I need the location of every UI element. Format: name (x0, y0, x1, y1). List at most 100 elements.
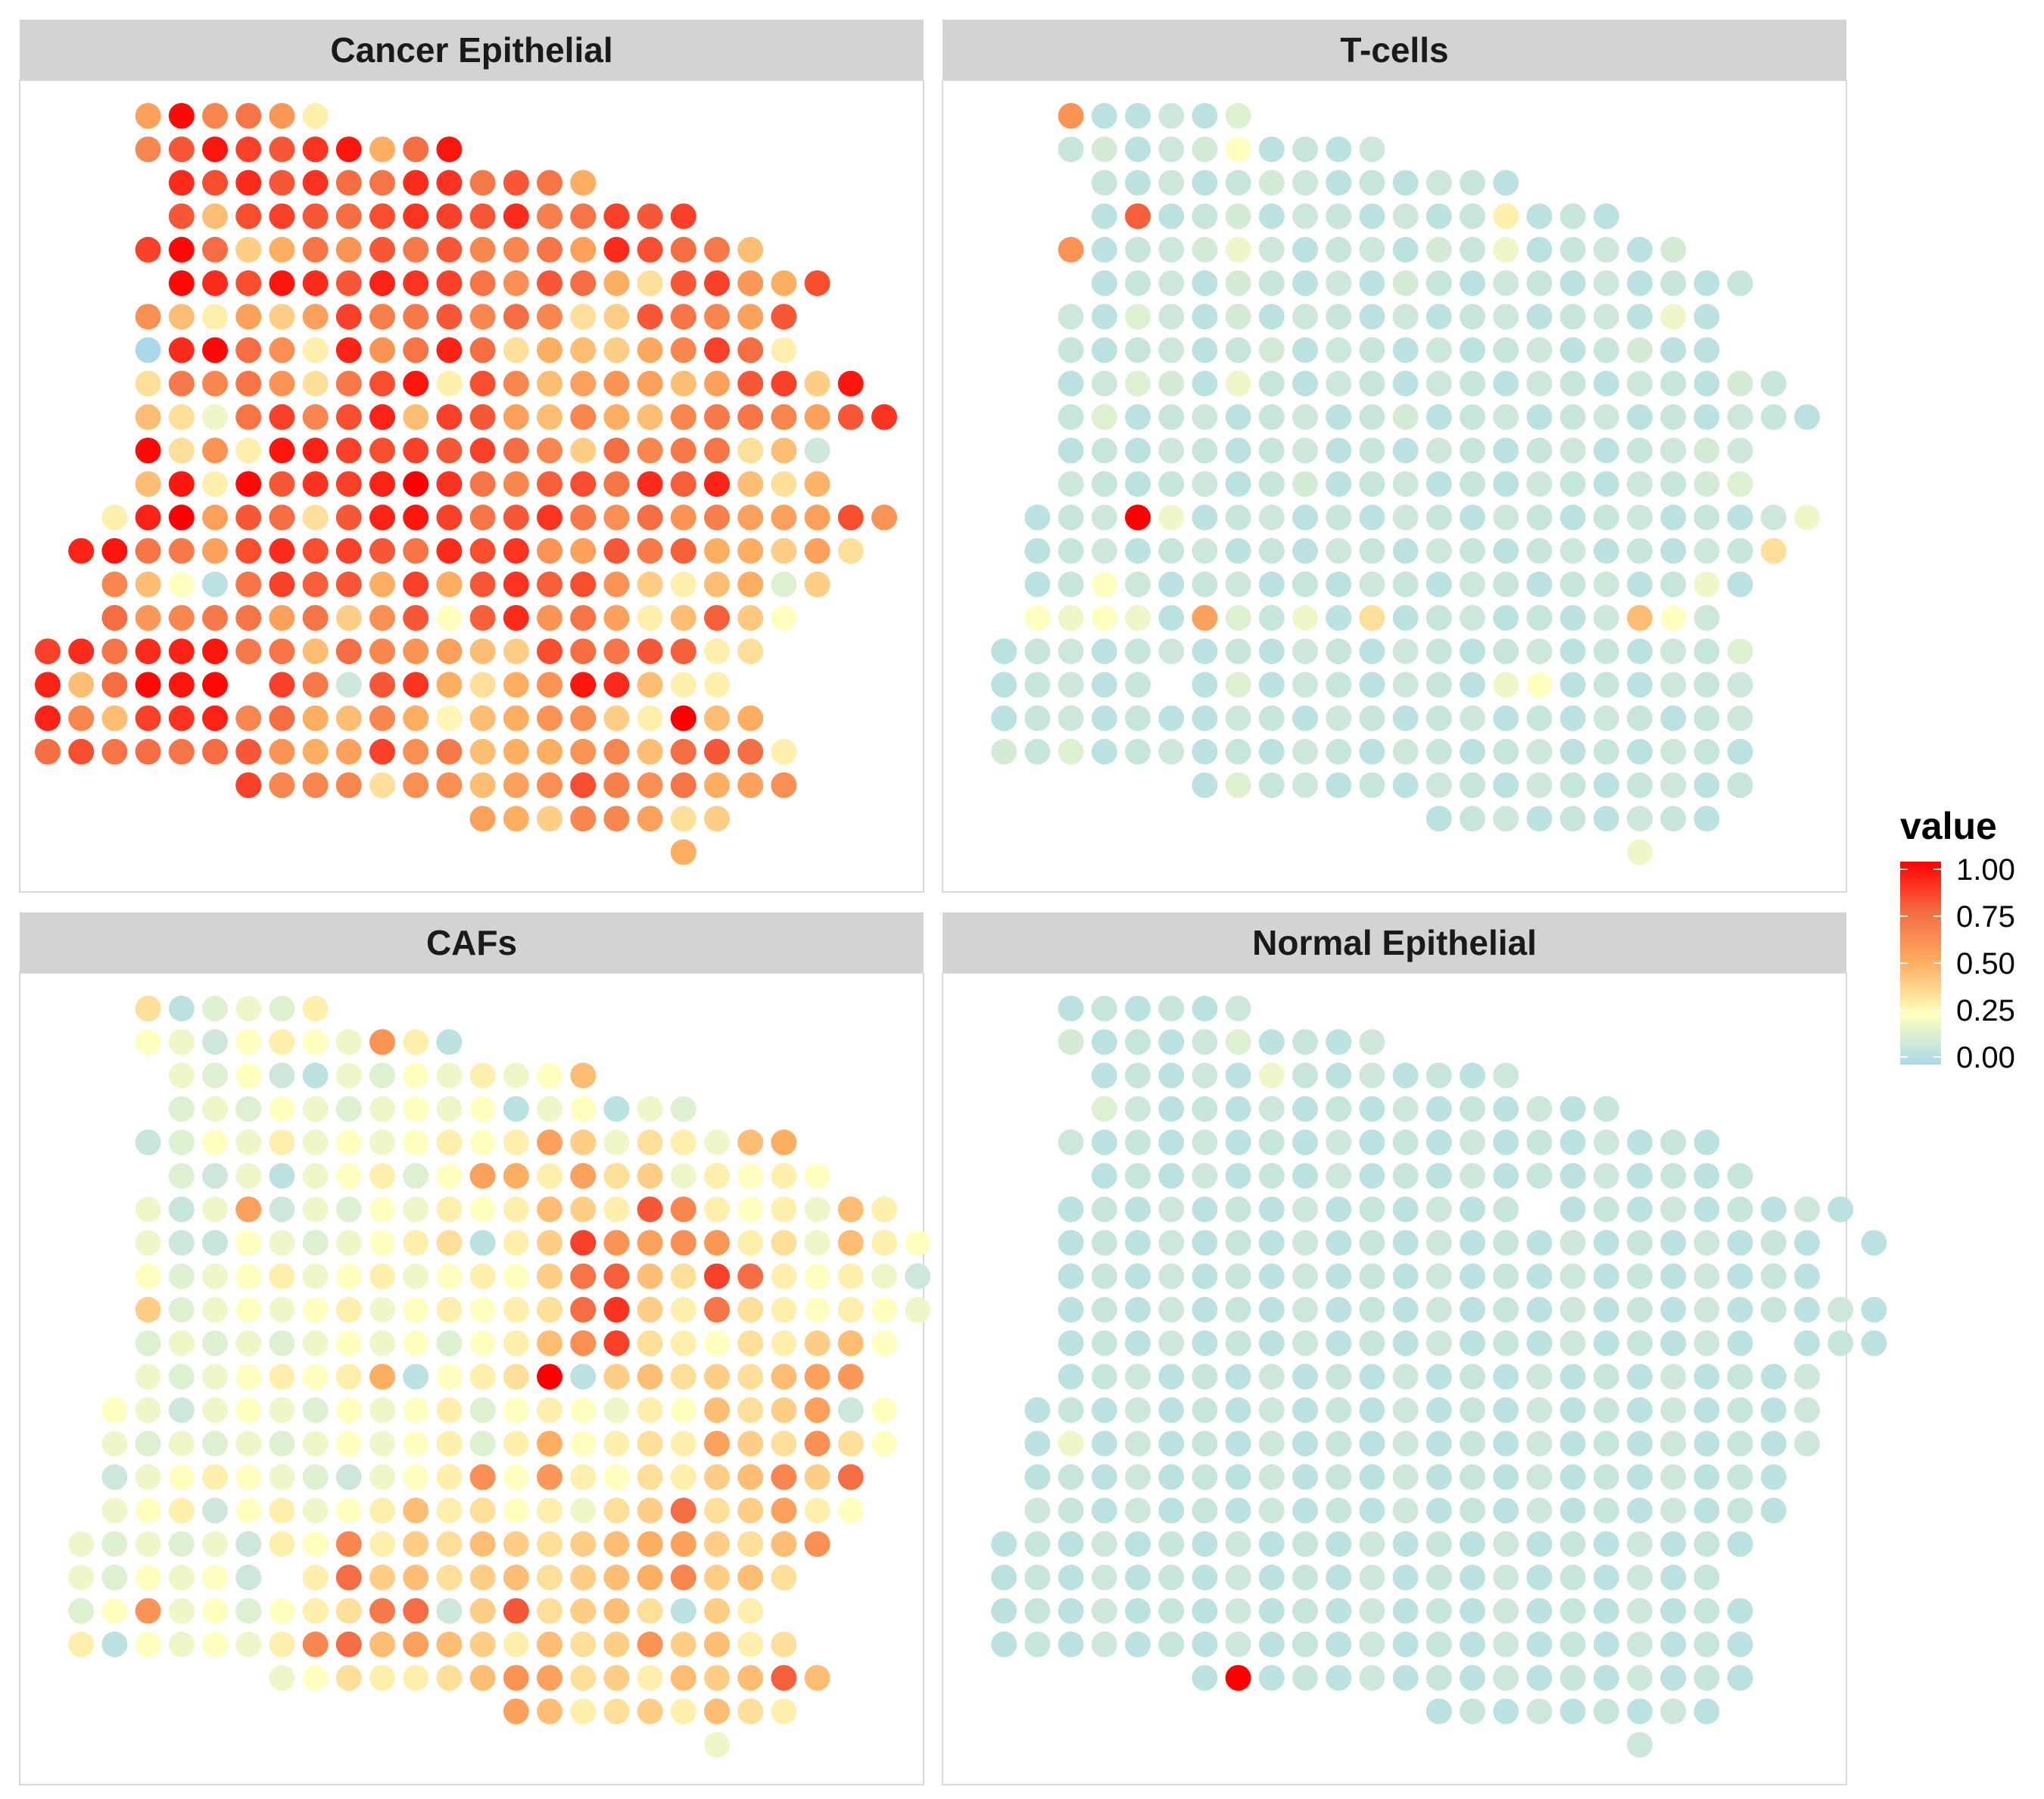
spot (1559, 203, 1586, 229)
spot (1058, 1296, 1084, 1323)
spot (436, 605, 463, 631)
spot (1258, 1196, 1285, 1223)
spot (537, 1062, 562, 1089)
spot (1292, 1631, 1318, 1657)
spot (469, 1464, 496, 1490)
spot (837, 1230, 864, 1256)
spot (670, 1129, 696, 1155)
spot (503, 705, 529, 731)
spot (436, 638, 463, 665)
spot (670, 839, 696, 865)
spot (637, 1598, 663, 1624)
spot (1794, 504, 1820, 531)
spot (302, 1665, 329, 1691)
spot (469, 1364, 496, 1390)
spot (670, 1531, 696, 1557)
spot (1125, 1531, 1151, 1557)
spot (235, 1263, 262, 1289)
spot (1460, 438, 1485, 463)
spot (1727, 1498, 1753, 1523)
spot (335, 236, 362, 263)
spot (570, 1498, 597, 1523)
spot (1192, 772, 1218, 798)
spot (1559, 1230, 1586, 1256)
spot (1392, 1564, 1419, 1591)
spot (704, 772, 730, 798)
spot (1794, 1230, 1820, 1256)
spot (1192, 571, 1218, 597)
spot (403, 1364, 429, 1390)
spot (1091, 1330, 1117, 1356)
spot (302, 996, 329, 1021)
spot (1693, 1430, 1720, 1457)
spot (436, 270, 463, 296)
spot (1426, 438, 1452, 463)
spot (637, 1464, 663, 1490)
spot (1493, 1430, 1519, 1457)
spot (603, 571, 630, 597)
spot (737, 1397, 764, 1423)
spot (503, 1296, 529, 1323)
spot (1058, 571, 1084, 597)
spot (603, 1464, 630, 1490)
spot (1426, 1397, 1452, 1423)
spot (570, 304, 597, 330)
spot (469, 1163, 496, 1189)
spot (1493, 571, 1519, 597)
spot (670, 1598, 696, 1624)
spot (771, 1364, 797, 1390)
spot (235, 504, 262, 531)
spot (771, 270, 797, 296)
spot (503, 203, 529, 229)
spot (235, 996, 262, 1021)
spot (991, 672, 1017, 698)
spot (335, 337, 362, 363)
spot (1326, 471, 1352, 497)
spot (503, 236, 529, 263)
spot (1258, 170, 1285, 196)
spot (1660, 1598, 1687, 1624)
spot (1225, 1498, 1251, 1523)
spot (771, 1230, 797, 1256)
spot (168, 1430, 195, 1457)
spot (1359, 1364, 1385, 1390)
spot (1559, 504, 1586, 531)
spot (1861, 1230, 1887, 1256)
spot (369, 370, 395, 397)
spot (469, 605, 496, 631)
spot (1326, 538, 1352, 564)
spot (202, 1263, 228, 1289)
spot (1559, 304, 1586, 330)
spot (101, 538, 128, 564)
spot (1693, 1665, 1720, 1691)
spot (704, 738, 730, 765)
spot (1760, 1263, 1787, 1289)
spot (302, 370, 329, 397)
spot (403, 1631, 429, 1657)
spot (1225, 1631, 1251, 1657)
spot (1192, 270, 1218, 296)
spot (1559, 1598, 1586, 1624)
spot (1627, 404, 1653, 430)
spot (1258, 203, 1285, 229)
spot (1794, 1330, 1820, 1356)
spot (1158, 1096, 1185, 1122)
spot (1225, 236, 1251, 263)
spot (670, 638, 696, 665)
spot (1627, 605, 1653, 631)
spot (1125, 538, 1151, 564)
spot (771, 1498, 797, 1523)
spot (1225, 1531, 1251, 1557)
spot (269, 370, 295, 397)
spot (202, 1464, 228, 1490)
spot (1727, 1397, 1753, 1423)
spot (1392, 270, 1419, 296)
spot (1292, 1029, 1318, 1055)
spot (804, 270, 830, 296)
spot (737, 571, 764, 597)
spot (469, 1263, 496, 1289)
spot (1258, 571, 1285, 597)
spot (269, 1029, 295, 1055)
spot (1225, 170, 1251, 196)
spot (269, 705, 295, 731)
